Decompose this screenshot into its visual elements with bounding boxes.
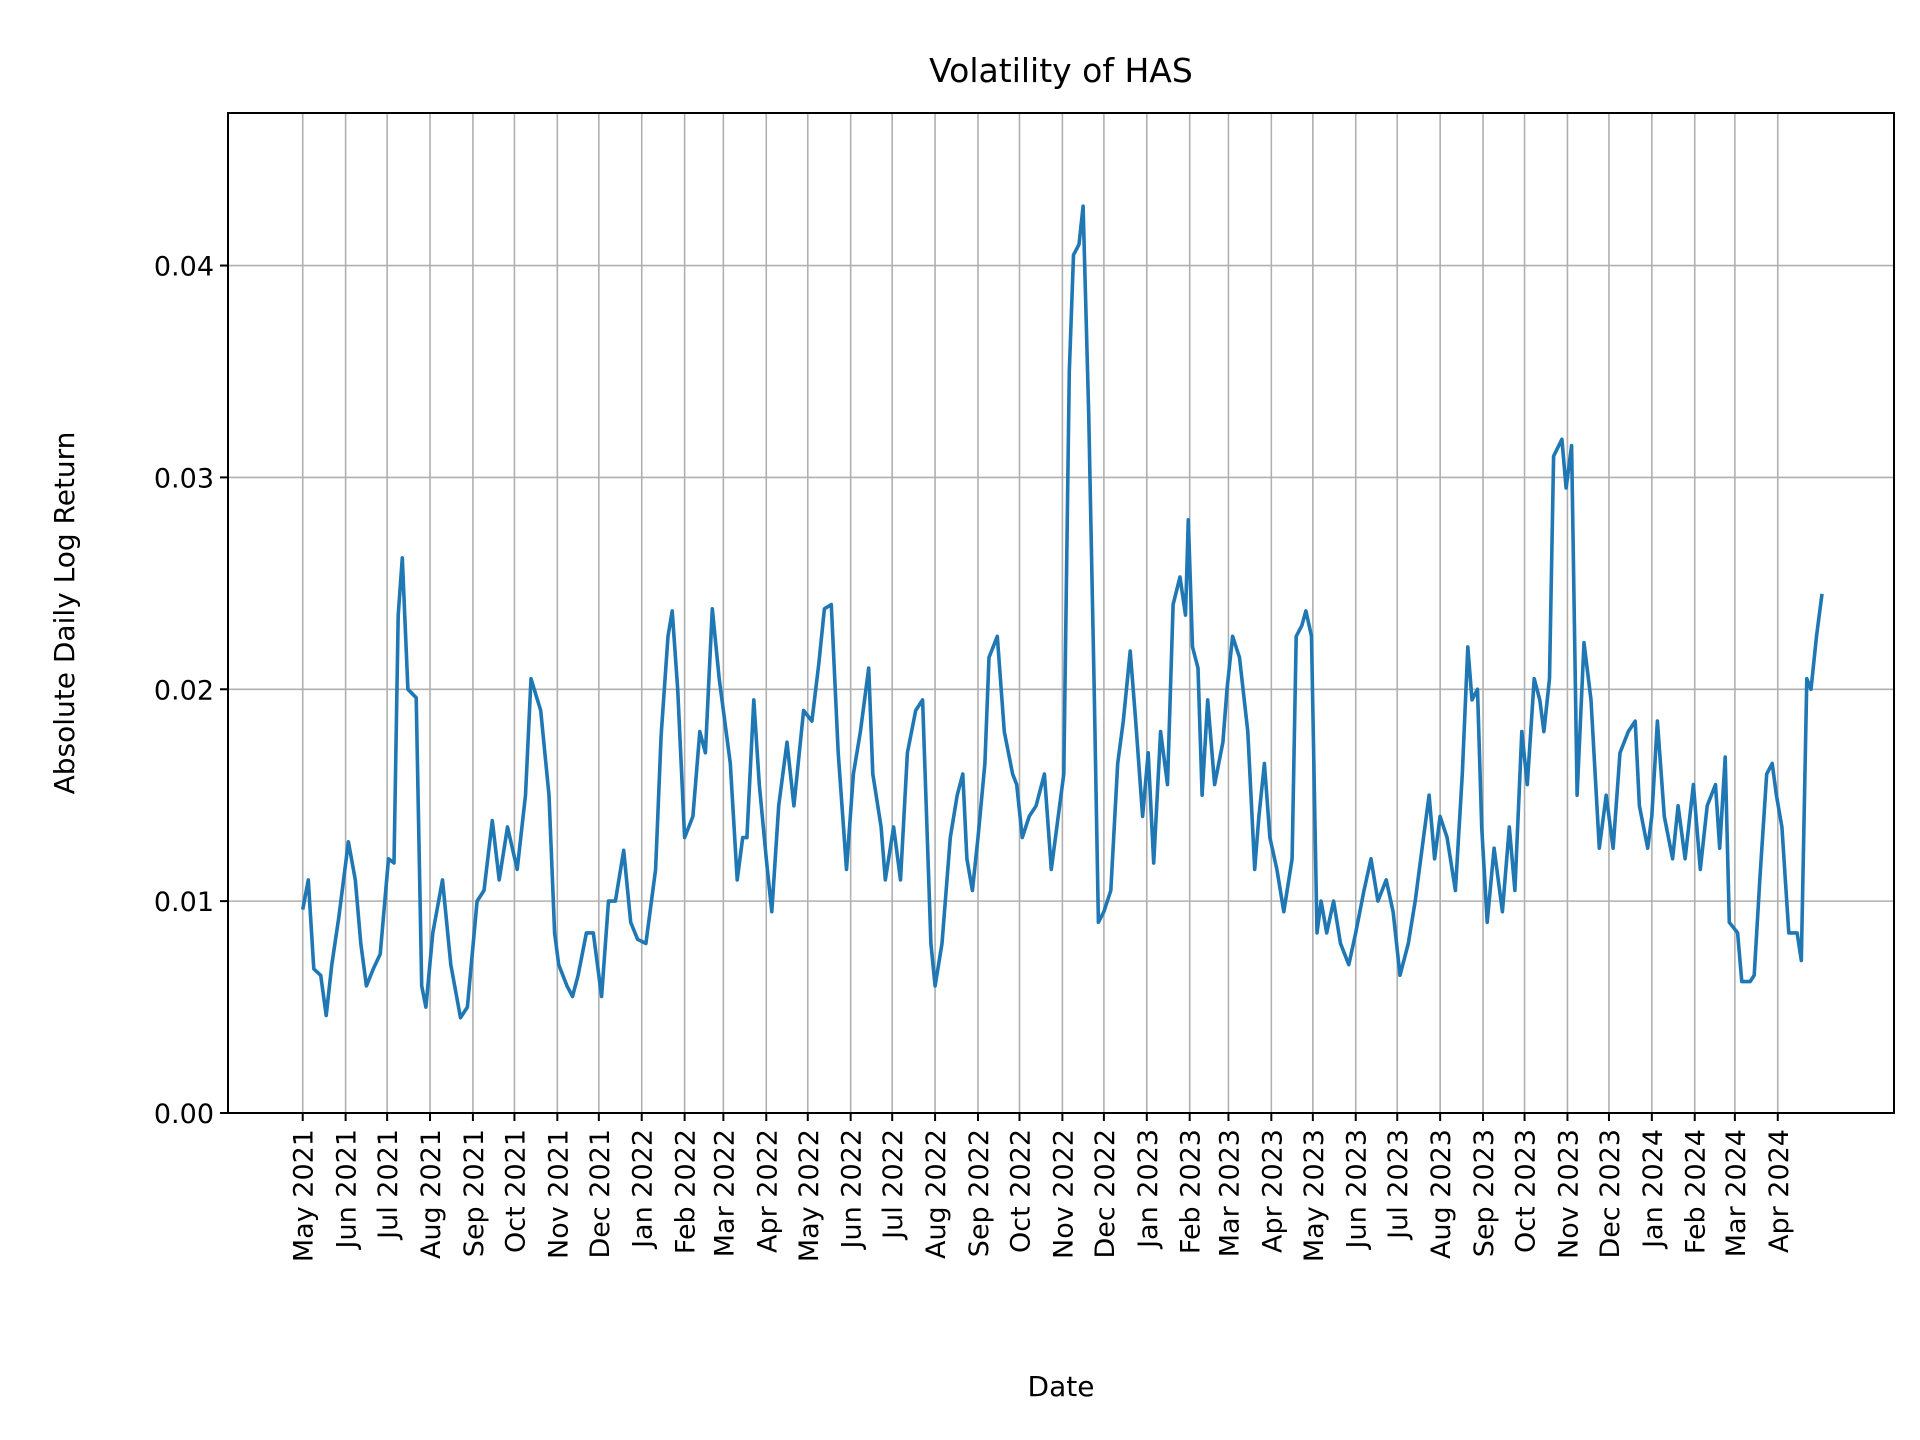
x-tick-label: Nov 2023 (1553, 1129, 1584, 1259)
x-tick-label: Oct 2023 (1511, 1129, 1542, 1253)
y-axis-label: Absolute Daily Log Return (48, 432, 81, 795)
x-tick-label: Aug 2023 (1426, 1129, 1457, 1259)
x-tick-label: Dec 2023 (1595, 1129, 1626, 1259)
x-tick-label: Jan 2023 (1133, 1129, 1164, 1250)
x-tick-label: Jul 2021 (373, 1129, 404, 1241)
y-tick-label: 0.01 (154, 887, 214, 918)
x-tick-label: Aug 2021 (416, 1129, 447, 1259)
x-tick-label: Sep 2022 (964, 1129, 995, 1257)
x-tick-label: Apr 2023 (1257, 1129, 1288, 1253)
chart-title: Volatility of HAS (929, 51, 1193, 90)
x-tick-label: Mar 2022 (709, 1129, 740, 1257)
volatility-line (300, 204, 1824, 1020)
x-tick-label: Oct 2022 (1005, 1129, 1036, 1253)
plot-frame (227, 112, 1895, 1114)
x-tick-label: Jan 2024 (1638, 1129, 1669, 1250)
x-tick-label: Sep 2023 (1469, 1129, 1500, 1257)
x-tick-label: Jul 2022 (878, 1129, 909, 1241)
x-tick-label: Apr 2024 (1764, 1129, 1795, 1253)
x-tick-label: Feb 2024 (1681, 1129, 1712, 1254)
x-axis-label: Date (1028, 1370, 1095, 1403)
x-tick-label: Jun 2021 (332, 1129, 363, 1250)
x-tick-label: Nov 2021 (543, 1129, 574, 1259)
x-tick-label: Mar 2024 (1721, 1129, 1752, 1257)
x-tick-label: Jun 2022 (837, 1129, 868, 1250)
x-tick-label: Dec 2022 (1090, 1129, 1121, 1259)
x-tick-label: Feb 2022 (671, 1129, 702, 1254)
x-tick-label: Oct 2021 (500, 1129, 531, 1253)
x-tick-label: May 2023 (1299, 1129, 1330, 1262)
y-tick-label: 0.04 (154, 252, 214, 283)
y-tick-label: 0.03 (154, 463, 214, 494)
x-tick-label: Apr 2022 (752, 1129, 783, 1253)
series-layer (300, 204, 1824, 1020)
y-tick-label: 0.00 (154, 1099, 214, 1130)
y-tick-label: 0.02 (154, 675, 214, 706)
grid (228, 113, 1894, 1114)
x-tick-label: May 2021 (289, 1129, 320, 1262)
x-tick-label: Nov 2022 (1048, 1129, 1079, 1259)
x-tick-label: Jan 2022 (628, 1129, 659, 1250)
x-tick-label: Jun 2023 (1342, 1129, 1373, 1250)
x-tick-label: May 2022 (794, 1129, 825, 1262)
x-tick-label: Sep 2021 (459, 1129, 490, 1257)
x-tick-label: Dec 2021 (585, 1129, 616, 1259)
x-tick-label: Aug 2022 (921, 1129, 952, 1259)
ticks: 0.00 0.01 0.02 0.03 0.04 May 2021 Jun 2021 Jul … (154, 252, 1795, 1263)
x-tick-label: Jul 2023 (1383, 1129, 1414, 1241)
x-tick-label: Feb 2023 (1176, 1129, 1207, 1254)
x-tick-label: Mar 2023 (1214, 1129, 1245, 1257)
